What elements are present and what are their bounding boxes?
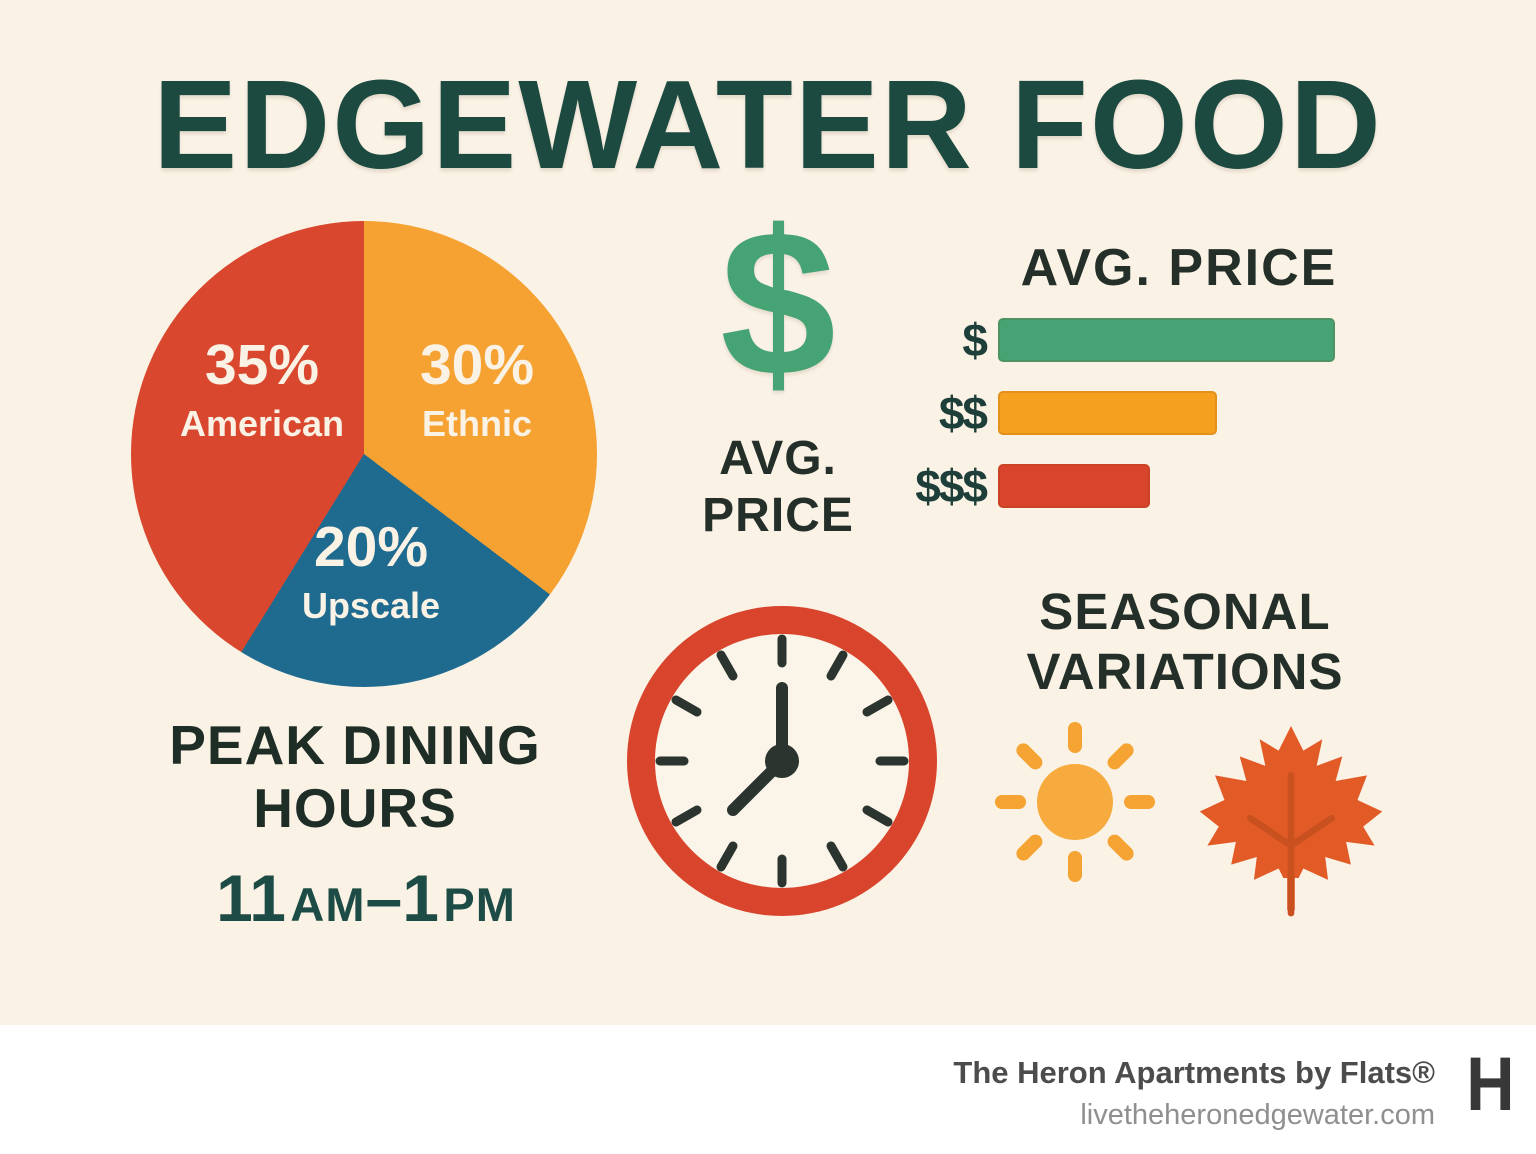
time-separator: – (365, 861, 403, 935)
time-end-value: 1 (402, 861, 439, 935)
bar-fill-one-dollar (998, 317, 1335, 362)
footer-logo-h: H (1466, 1042, 1515, 1127)
dollar-icon: $ (720, 188, 836, 420)
peak-dining-heading-line2: HOURS (253, 777, 457, 839)
bar-row-two-dollar: $$ (858, 376, 1358, 449)
avg-price-caption: AVG. PRICE (702, 430, 854, 544)
bar-row-three-dollar: $$$ (858, 449, 1358, 522)
time-start-value: 11 (216, 861, 286, 935)
clock-icon (627, 606, 937, 916)
maple-leaf-icon (1199, 725, 1383, 917)
avg-price-caption-line1: AVG. (719, 432, 837, 485)
pie-slice-pct: 30% (419, 332, 535, 397)
bar-track (998, 317, 1335, 362)
avg-price-caption-line2: PRICE (702, 489, 854, 542)
price-tier-label: $$ (938, 386, 988, 439)
pie-slice-name: American (179, 402, 345, 444)
bar-fill-three-dollar (998, 463, 1150, 508)
cuisine-pie-chart: 35% American 30% Ethnic 20% Upscale (131, 221, 597, 687)
pie-slice-name: Ethnic (421, 402, 532, 444)
sun-icon (995, 722, 1155, 882)
footer-text-block: The Heron Apartments by Flats® livethehe… (953, 1055, 1435, 1132)
seasonal-variations-heading: SEASONAL VARIATIONS (1027, 582, 1344, 702)
time-end-period: PM (443, 878, 516, 931)
bar-track (998, 390, 1335, 435)
bar-fill-two-dollar (998, 390, 1218, 435)
price-tier-label: $ (962, 313, 988, 366)
peak-dining-time: 11 AM–1 PM (216, 860, 516, 936)
pie-slice-label-upscale: 20% Upscale (301, 514, 441, 626)
pie-slice-name: Upscale (301, 584, 441, 626)
bar-row-one-dollar: $ (858, 303, 1358, 376)
peak-dining-heading-line1: PEAK DINING (169, 714, 541, 776)
footer-bar: The Heron Apartments by Flats® livethehe… (0, 1025, 1536, 1154)
page-title: EDGEWATER FOOD (153, 54, 1383, 195)
time-start-period: AM (290, 878, 366, 931)
bar-track (998, 463, 1335, 508)
pie-slice-label-ethnic: 30% Ethnic (419, 332, 535, 444)
footer-website: livetheheronedgewater.com (1080, 1099, 1435, 1131)
pie-slice-pct: 20% (313, 514, 429, 579)
peak-dining-heading: PEAK DINING HOURS (169, 714, 541, 840)
price-tier-label: $$$ (915, 459, 988, 512)
pie-slice-pct: 35% (204, 332, 320, 397)
avg-price-heading: AVG. PRICE (1020, 239, 1338, 297)
seasonal-heading-line1: SEASONAL (1039, 583, 1331, 640)
footer-brand: The Heron Apartments by Flats® (953, 1055, 1435, 1090)
pie-slice-label-american: 35% American (179, 332, 345, 444)
seasonal-heading-line2: VARIATIONS (1026, 643, 1344, 700)
avg-price-bar-chart: $ $$ $$$ (858, 303, 1358, 522)
